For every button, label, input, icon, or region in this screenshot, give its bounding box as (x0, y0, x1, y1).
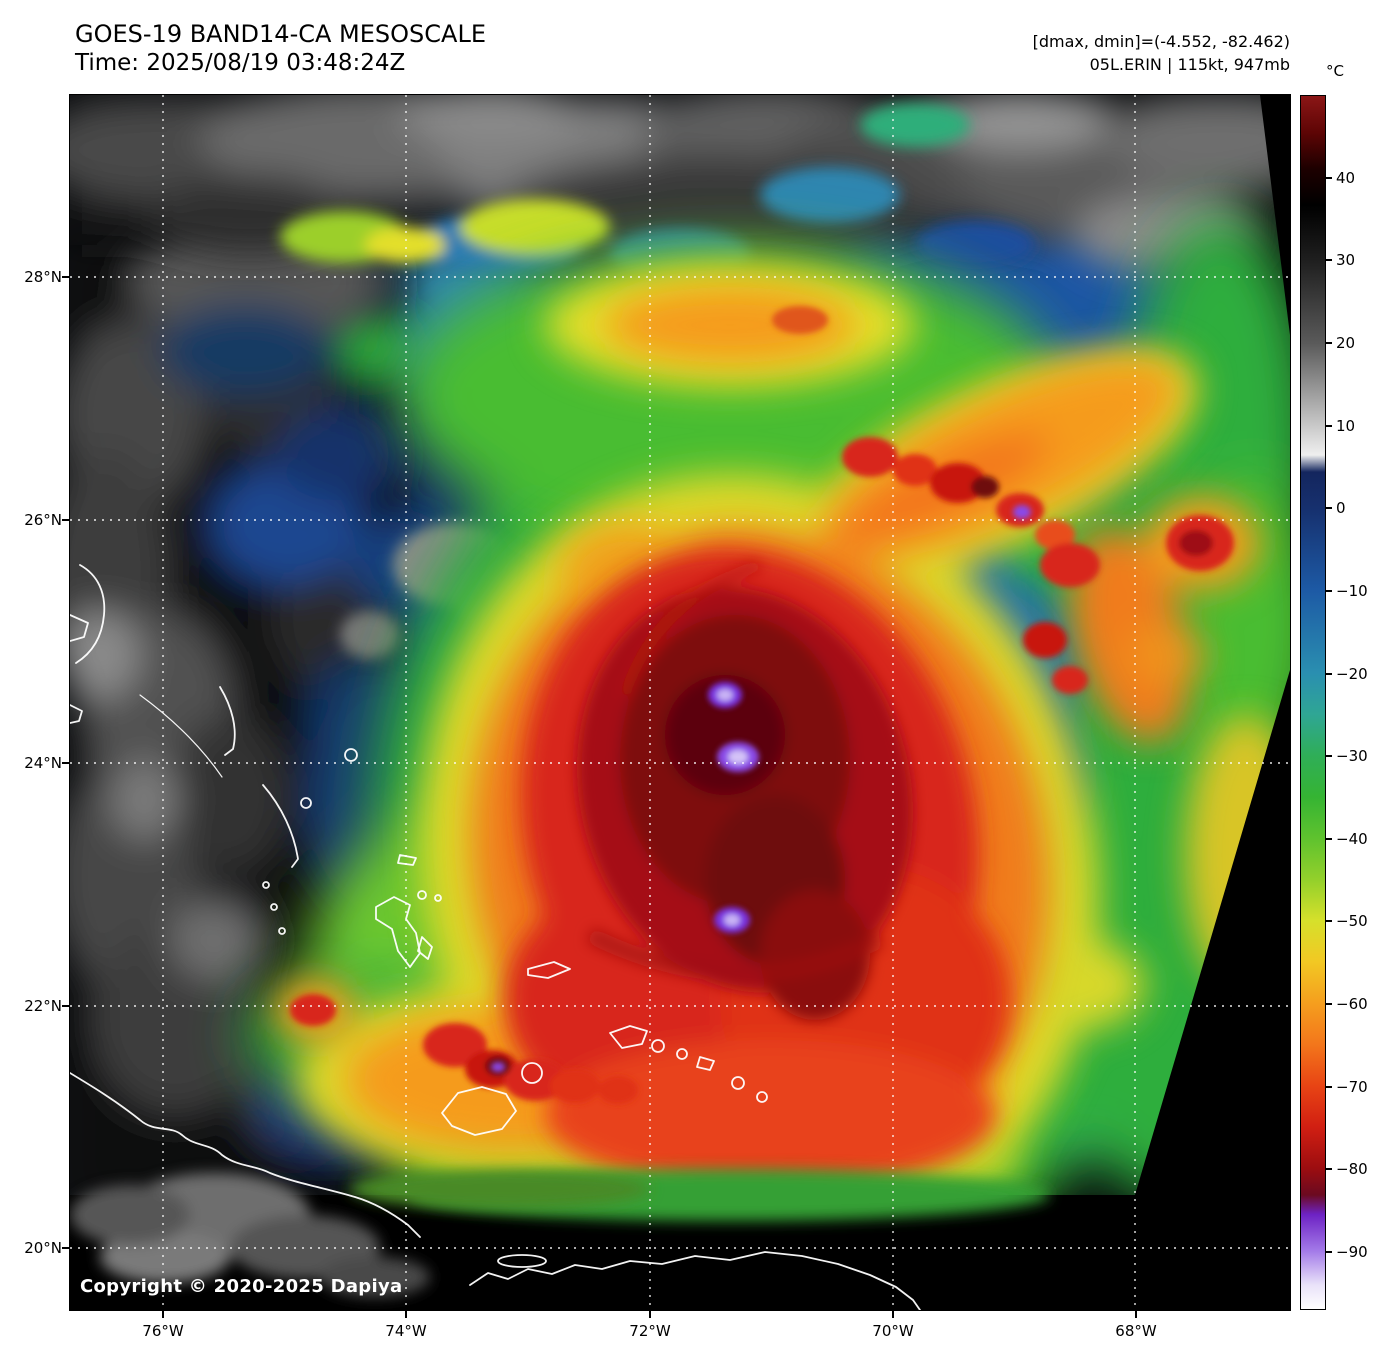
colorbar-tick-label: −10 (1336, 582, 1368, 600)
axis-tick (649, 1311, 651, 1318)
colorbar-tick-label: −80 (1336, 1160, 1368, 1178)
timestamp: Time: 2025/08/19 03:48:24Z (75, 50, 406, 76)
little-inagua-island (521, 1062, 543, 1084)
colorbar-tick (1326, 673, 1332, 675)
exuma-chain (139, 694, 223, 778)
colorbar-tick-label: 40 (1336, 169, 1356, 187)
lat-label-24n: 24°N (24, 754, 62, 772)
colorbar-tick (1326, 920, 1332, 922)
coastlines (70, 564, 921, 1310)
colorbar-tick-label: −20 (1336, 665, 1368, 683)
colorbar-tick (1326, 425, 1332, 427)
colorbar-tick-label: −40 (1336, 830, 1368, 848)
lon-label-70w: 70°W (872, 1322, 914, 1340)
data-range-info: [dmax, dmin]=(-4.552, -82.462) (1032, 32, 1290, 51)
copyright-text: Copyright © 2020-2025 Dapiya (80, 1276, 403, 1297)
colorbar-tick (1326, 342, 1332, 344)
san-salvador-island (344, 748, 358, 762)
colorbar-tick (1326, 507, 1332, 509)
colorbar-tick (1326, 1251, 1332, 1253)
colorbar-tick (1326, 259, 1332, 261)
lon-label-76w: 76°W (142, 1322, 184, 1340)
lat-label-20n: 20°N (24, 1239, 62, 1257)
cat-island (219, 686, 236, 756)
colorbar-tick (1326, 1003, 1332, 1005)
colorbar-tick-label: −60 (1336, 995, 1368, 1013)
axis-tick (62, 1005, 69, 1007)
axis-tick (162, 1311, 164, 1318)
northern-band-color-cells (280, 103, 1035, 281)
axis-tick (62, 762, 69, 764)
axis-tick (405, 1311, 407, 1318)
colorbar-tick-label: −50 (1336, 912, 1368, 930)
colorbar-tick-label: 30 (1336, 251, 1356, 269)
colorbar-tick (1326, 177, 1332, 179)
colorbar-tick-label: −90 (1336, 1243, 1368, 1261)
northern-cloud-band (70, 95, 1290, 273)
long-island (262, 784, 299, 868)
colorbar-tick-label: −70 (1336, 1078, 1368, 1096)
axis-tick (892, 1311, 894, 1318)
colorbar-tick-label: 10 (1336, 417, 1356, 435)
product-title: GOES-19 BAND14-CA MESOSCALE (75, 20, 486, 48)
colorbar-tick (1326, 1168, 1332, 1170)
storm-info: 05L.ERIN | 115kt, 947mb (1089, 55, 1290, 74)
colorbar-tick (1326, 1086, 1332, 1088)
coldest-cloud-tops (491, 505, 1031, 1072)
tortuga-island (497, 1254, 547, 1268)
eleuthera-island (75, 564, 106, 664)
colorbar-tick-label: 0 (1336, 499, 1346, 517)
axis-tick (62, 276, 69, 278)
hispaniola-coastline (469, 1251, 921, 1310)
hurricane-core (290, 306, 1234, 1190)
axis-tick (1135, 1311, 1137, 1318)
lat-label-26n: 26°N (24, 511, 62, 529)
colorbar-tick (1326, 755, 1332, 757)
lon-label-68w: 68°W (1115, 1322, 1157, 1340)
colorbar-tick-label: 20 (1336, 334, 1356, 352)
great-inagua-island (441, 1086, 517, 1136)
turks-caicos-islands (609, 1025, 648, 1049)
satellite-image (70, 95, 1290, 1310)
satellite-map-plot (69, 94, 1291, 1311)
colorbar-tick (1326, 838, 1332, 840)
colorbar-gradient (1300, 95, 1326, 1310)
lon-label-74w: 74°W (385, 1322, 427, 1340)
mayaguana-island (527, 961, 571, 979)
rum-cay (300, 797, 312, 809)
lat-label-22n: 22°N (24, 997, 62, 1015)
colorbar-tick-label: −30 (1336, 747, 1368, 765)
axis-tick (62, 519, 69, 521)
cuba-coastline (70, 1071, 421, 1238)
cuba-low-clouds (70, 1173, 430, 1297)
colorbar-unit-label: °C (1326, 62, 1344, 80)
lat-label-28n: 28°N (24, 268, 62, 286)
axis-tick (62, 1247, 69, 1249)
northeast-rainband-cells (772, 306, 1234, 694)
gridlines (70, 95, 1290, 1310)
lon-label-72w: 72°W (629, 1322, 671, 1340)
colorbar-tick (1326, 590, 1332, 592)
